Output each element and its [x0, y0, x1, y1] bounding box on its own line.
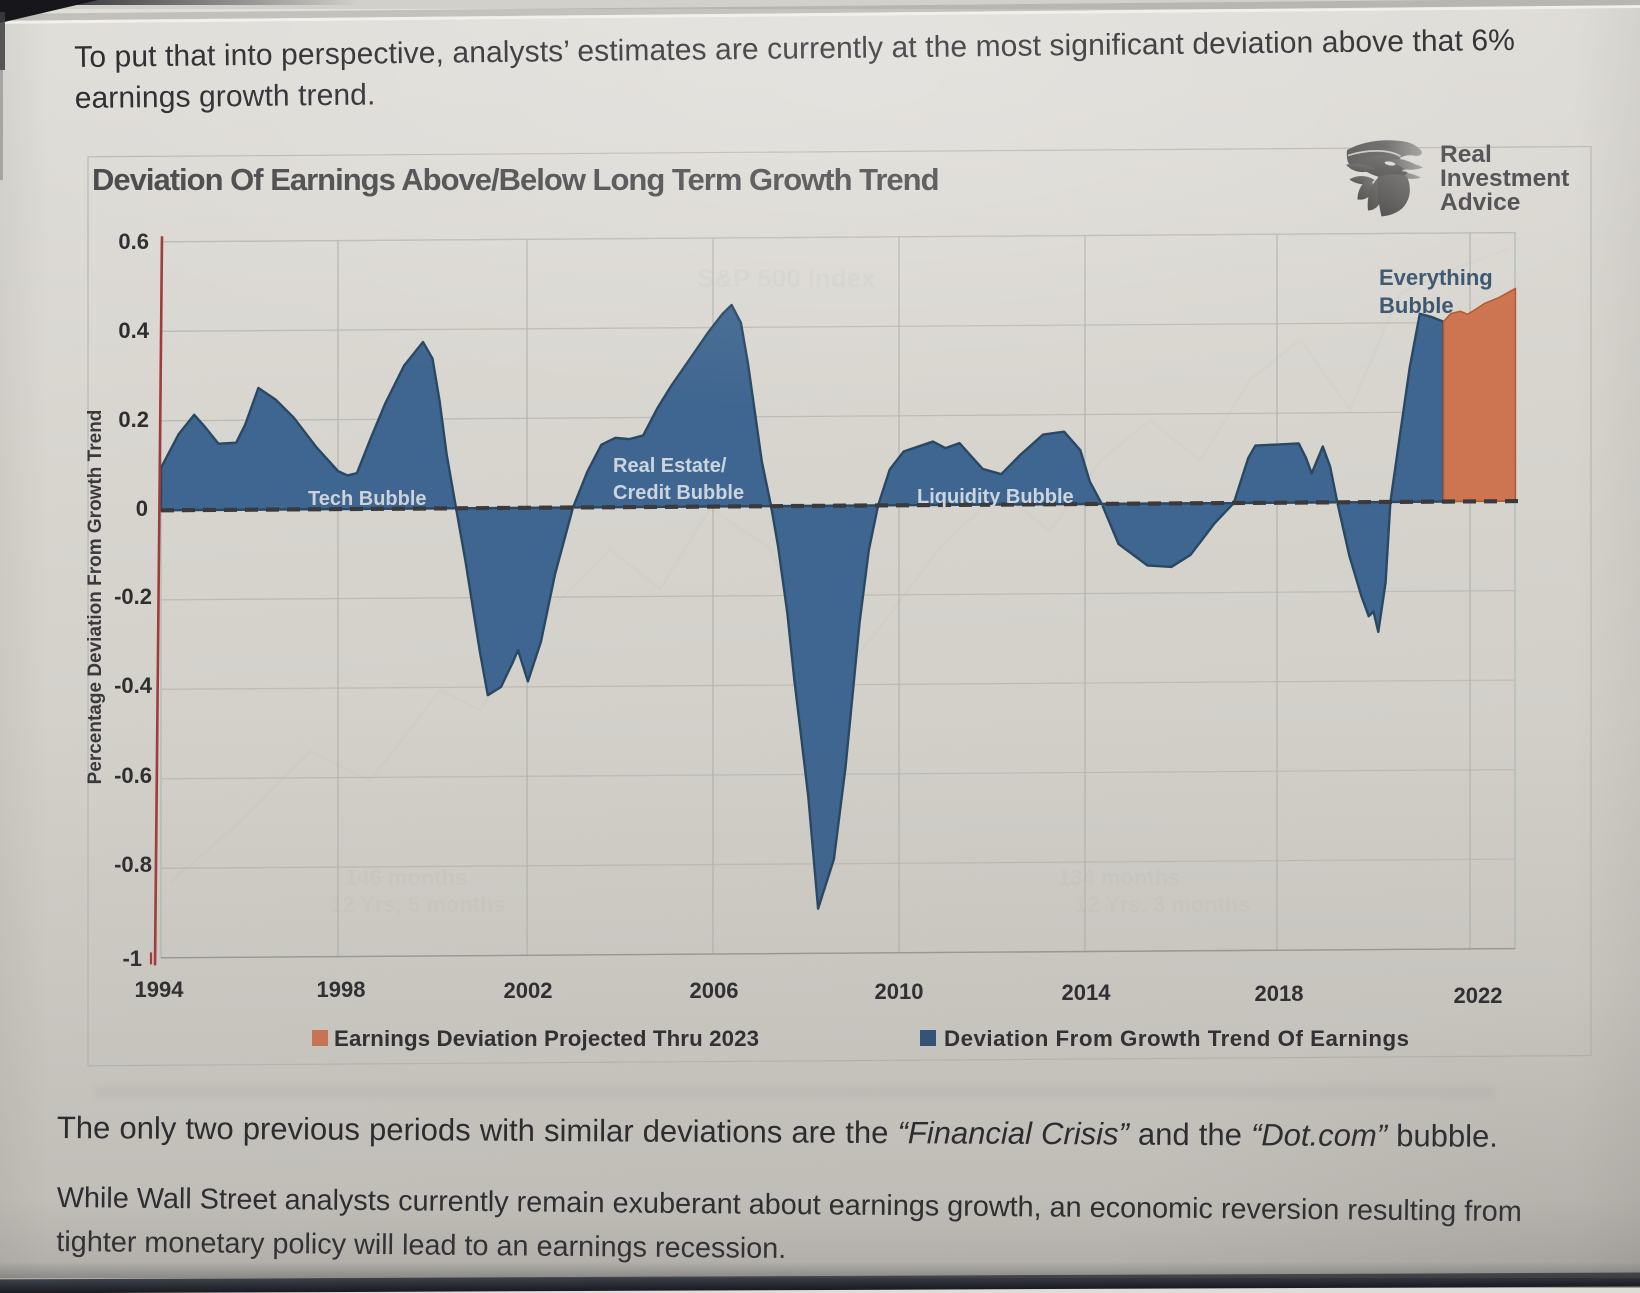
svg-text:Bubble: Bubble — [1379, 293, 1454, 318]
svg-text:Everything: Everything — [1379, 265, 1493, 290]
svg-text:Advice: Advice — [1440, 189, 1520, 216]
svg-text:Investment: Investment — [1440, 165, 1569, 192]
svg-text:-1: -1 — [122, 946, 142, 971]
svg-text:2006: 2006 — [690, 978, 739, 1003]
svg-text:2022: 2022 — [1454, 983, 1503, 1008]
svg-text:2002: 2002 — [504, 978, 553, 1003]
svg-text:1994: 1994 — [135, 977, 185, 1002]
svg-text:2014: 2014 — [1062, 980, 1112, 1005]
svg-text:Credit Bubble: Credit Bubble — [613, 482, 744, 504]
svg-text:0.4: 0.4 — [118, 318, 149, 343]
svg-text:Real: Real — [1440, 141, 1492, 168]
svg-text:Earnings Deviation Projected T: Earnings Deviation Projected Thru 2023 — [334, 1026, 759, 1051]
svg-text:Real Estate/: Real Estate/ — [613, 455, 727, 477]
svg-text:0.6: 0.6 — [118, 229, 149, 254]
svg-text:S&P 500 Index: S&P 500 Index — [697, 263, 876, 293]
svg-text:2018: 2018 — [1255, 981, 1304, 1006]
svg-text:2010: 2010 — [875, 979, 924, 1004]
svg-text:0: 0 — [136, 496, 148, 521]
svg-text:146 months: 146 months — [345, 865, 467, 890]
svg-text:Tech Bubble: Tech Bubble — [308, 488, 427, 510]
svg-text:134 months: 134 months — [1058, 865, 1180, 890]
svg-text:0.2: 0.2 — [118, 407, 149, 432]
svg-text:-0.6: -0.6 — [114, 763, 152, 788]
svg-text:Percentage Deviation From Grow: Percentage Deviation From Growth Trend — [85, 410, 106, 785]
svg-text:-0.4: -0.4 — [114, 673, 153, 698]
svg-text:1998: 1998 — [317, 977, 366, 1002]
svg-text:Liquidity Bubble: Liquidity Bubble — [917, 486, 1074, 508]
svg-text:Deviation From Growth Trend Of: Deviation From Growth Trend Of Earnings — [944, 1026, 1409, 1051]
svg-text:-0.8: -0.8 — [114, 852, 152, 877]
svg-text:12 Yrs, 3 months: 12 Yrs, 3 months — [1075, 892, 1251, 917]
svg-text:12 Yrs, 5 months: 12 Yrs, 5 months — [330, 892, 506, 917]
svg-text:-0.2: -0.2 — [114, 584, 152, 609]
